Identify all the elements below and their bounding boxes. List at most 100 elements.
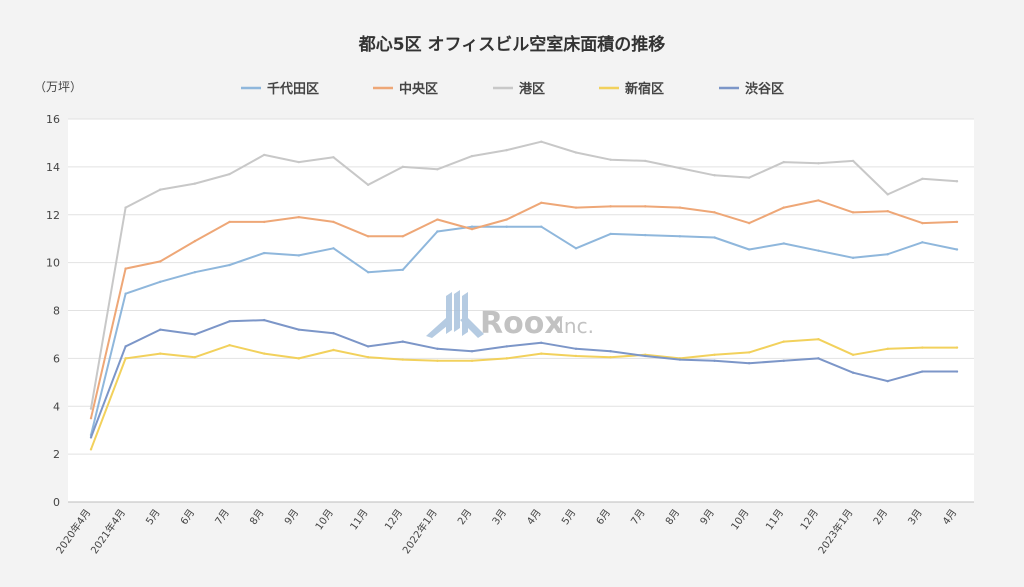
legend-label: 港区 bbox=[519, 81, 545, 97]
data-point bbox=[921, 221, 924, 225]
data-point bbox=[955, 346, 959, 349]
roox-logo-text: Roox bbox=[480, 306, 564, 341]
data-point bbox=[159, 260, 162, 263]
y-tick-label: 4 bbox=[53, 400, 60, 413]
data-point bbox=[644, 159, 647, 163]
data-point bbox=[747, 176, 751, 179]
data-point bbox=[159, 352, 162, 355]
roox-logo-suffix: Inc. bbox=[558, 314, 594, 338]
data-point bbox=[505, 357, 508, 360]
data-point bbox=[851, 256, 855, 260]
legend-item: 千代田区 bbox=[241, 81, 319, 97]
data-point bbox=[886, 209, 889, 213]
series-2 bbox=[89, 140, 959, 410]
y-tick-label: 6 bbox=[53, 352, 60, 365]
data-point bbox=[436, 347, 439, 350]
data-point bbox=[332, 247, 335, 250]
data-point bbox=[713, 353, 716, 356]
data-point bbox=[366, 235, 370, 238]
data-point bbox=[89, 448, 93, 451]
data-point bbox=[678, 235, 682, 238]
x-tick-label: 3月 bbox=[490, 507, 509, 527]
x-tick-label: 4月 bbox=[525, 507, 544, 527]
data-point bbox=[955, 370, 959, 373]
data-point bbox=[470, 359, 474, 362]
data-point bbox=[921, 370, 924, 373]
data-point bbox=[263, 318, 266, 322]
data-point bbox=[228, 220, 231, 224]
data-point bbox=[540, 352, 543, 355]
series-line bbox=[90, 140, 958, 409]
data-point bbox=[297, 215, 301, 219]
data-point bbox=[470, 227, 474, 231]
data-point bbox=[159, 188, 162, 191]
series-line bbox=[90, 199, 958, 419]
data-point bbox=[609, 349, 612, 353]
data-point bbox=[747, 351, 751, 354]
x-tick-label: 3月 bbox=[906, 507, 925, 527]
data-point bbox=[436, 230, 439, 233]
y-tick-label: 14 bbox=[46, 161, 60, 174]
series-line bbox=[90, 319, 957, 438]
data-point bbox=[505, 225, 508, 228]
y-tick-label: 2 bbox=[53, 448, 60, 461]
data-point bbox=[921, 346, 924, 349]
x-tick-label: 11月 bbox=[763, 507, 786, 533]
data-point bbox=[817, 338, 820, 341]
data-point bbox=[366, 183, 370, 187]
legend-item: 港区 bbox=[493, 81, 545, 97]
data-point bbox=[782, 340, 785, 343]
x-tick-label: 8月 bbox=[247, 507, 266, 527]
data-point bbox=[955, 180, 959, 183]
data-point bbox=[263, 220, 266, 224]
data-point bbox=[644, 233, 647, 237]
legend-label: 中央区 bbox=[399, 81, 438, 97]
data-point bbox=[332, 220, 335, 224]
data-point bbox=[817, 162, 820, 165]
data-point bbox=[644, 354, 647, 358]
data-point bbox=[817, 357, 820, 360]
y-tick-label: 10 bbox=[46, 257, 60, 270]
data-point bbox=[747, 248, 751, 251]
data-point bbox=[782, 242, 785, 245]
data-point bbox=[263, 352, 266, 355]
data-point bbox=[332, 332, 335, 335]
data-point bbox=[159, 328, 162, 331]
data-point bbox=[782, 206, 785, 209]
data-point bbox=[713, 236, 716, 239]
data-point bbox=[540, 225, 543, 228]
x-tick-label: 12月 bbox=[382, 507, 405, 533]
x-tick-label: 2021年4月 bbox=[88, 506, 128, 556]
data-point bbox=[782, 160, 785, 164]
data-point bbox=[89, 436, 93, 439]
data-point bbox=[609, 158, 612, 161]
data-point bbox=[886, 193, 889, 196]
data-point bbox=[678, 206, 682, 209]
data-point bbox=[609, 205, 612, 208]
data-point bbox=[228, 172, 231, 176]
x-tick-label: 9月 bbox=[698, 507, 717, 527]
data-point bbox=[124, 206, 127, 209]
data-point bbox=[817, 249, 820, 252]
data-point bbox=[89, 417, 93, 420]
legend-label: 新宿区 bbox=[625, 81, 664, 97]
data-point bbox=[921, 241, 924, 244]
data-point bbox=[297, 328, 301, 331]
data-point bbox=[540, 341, 543, 345]
data-point bbox=[955, 248, 959, 251]
series-layer bbox=[89, 140, 959, 451]
x-tick-label: 5月 bbox=[559, 507, 578, 527]
y-axis-unit-label: （万坪） bbox=[34, 80, 82, 94]
data-point bbox=[436, 168, 439, 171]
x-tick-label: 4月 bbox=[940, 507, 959, 527]
data-point bbox=[332, 348, 335, 352]
chart-title: 都心5区 オフィスビル空室床面積の推移 bbox=[358, 34, 665, 55]
series-line bbox=[90, 338, 957, 450]
legend-item: 新宿区 bbox=[599, 81, 664, 97]
y-tick-label: 8 bbox=[53, 305, 60, 318]
x-tick-label: 2020年4月 bbox=[53, 506, 93, 556]
legend-label: 千代田区 bbox=[267, 81, 319, 97]
data-point bbox=[401, 165, 404, 169]
